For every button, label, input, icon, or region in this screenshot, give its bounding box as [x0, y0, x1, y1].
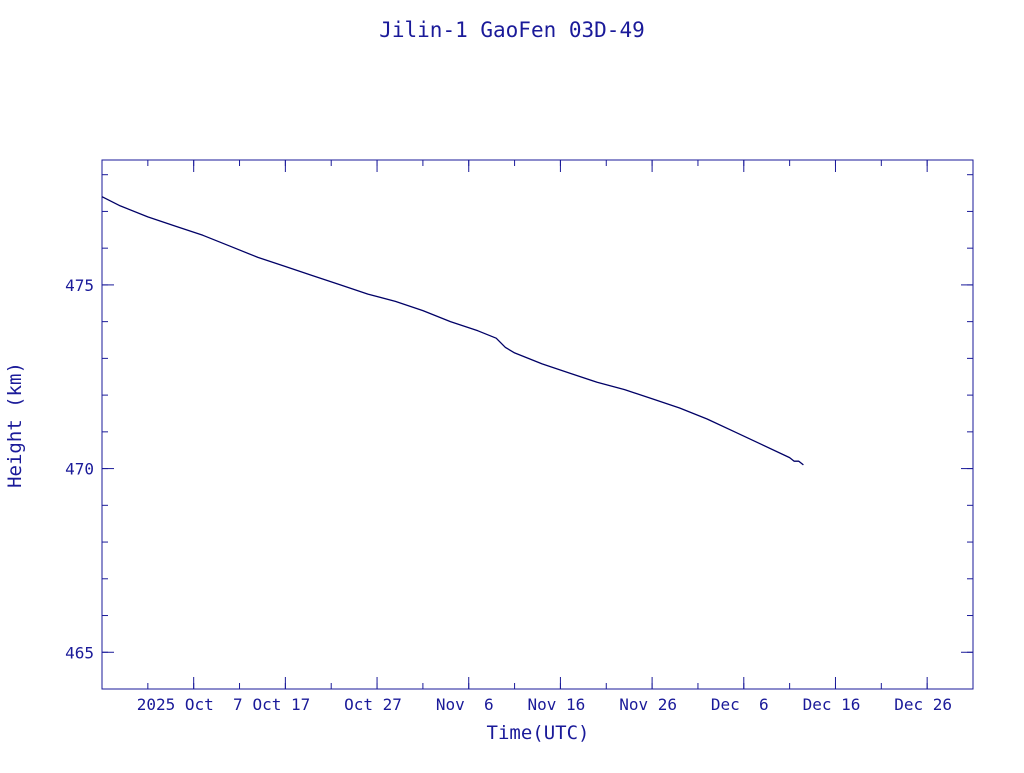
series-layer [101, 196, 804, 466]
x-tick-label: Nov 6 [436, 695, 494, 714]
plot-frame [101, 159, 974, 690]
y-tick-label: 470 [65, 460, 94, 479]
y-axis: 465 470 475 [65, 174, 973, 690]
x-tick-label: Dec 16 [803, 695, 861, 714]
y-tick-label: 465 [65, 643, 94, 662]
x-tick-label: 2025 Oct 7 [137, 695, 243, 714]
chart-title: Jilin-1 GaoFen 03D-49 [379, 18, 645, 42]
x-tick-label: Oct 27 [344, 695, 402, 714]
x-axis-label: Time(UTC) [487, 722, 590, 744]
x-tick-label: Dec 26 [894, 695, 952, 714]
series-line [101, 196, 804, 466]
x-tick-label: Nov 16 [528, 695, 586, 714]
x-axis: 2025 Oct 7 Oct 17 Oct 27 Nov 6 Nov 16 Nov 26 D… [101, 160, 974, 714]
x-tick-label: Oct 17 [252, 695, 310, 714]
x-tick-label: Nov 26 [619, 695, 677, 714]
y-axis-label: Height (km) [4, 362, 26, 488]
x-tick-label: Dec 6 [711, 695, 769, 714]
y-tick-label: 475 [65, 276, 94, 295]
